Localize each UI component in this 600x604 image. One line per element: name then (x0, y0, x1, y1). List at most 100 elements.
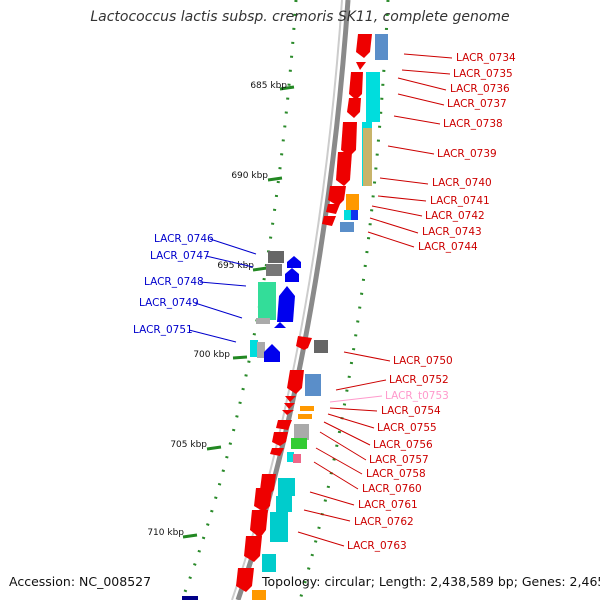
gene-label-lacr-0748[interactable]: LACR_0748 (144, 276, 204, 288)
gene-label-lacr-0761[interactable]: LACR_0761 (358, 499, 418, 511)
gene-block-blue[interactable] (340, 222, 354, 232)
gene-label-lacr-0743[interactable]: LACR_0743 (422, 226, 482, 238)
ruler-label: 700 kbp (193, 350, 230, 360)
gene-arrow-red[interactable] (336, 152, 352, 186)
ruler-tick (182, 533, 198, 539)
ruler-tick (252, 266, 268, 272)
gene-arrow-blue[interactable] (274, 322, 286, 328)
gene-block-cyan[interactable] (278, 478, 295, 496)
genome-title: Lactococcus lactis subsp. cremoris SK11,… (90, 9, 510, 25)
leader-line (188, 329, 237, 343)
gene-block-cyan[interactable] (344, 210, 352, 220)
gene-label-lacr-0750[interactable]: LACR_0750 (393, 355, 453, 367)
gene-arrow-red[interactable] (347, 98, 361, 118)
gene-block-cyan[interactable] (262, 554, 276, 572)
gene-label-lacr-0757[interactable]: LACR_0757 (369, 454, 429, 466)
gene-block-gray[interactable] (268, 251, 284, 263)
gene-arrow-red[interactable] (296, 336, 312, 350)
gene-arrow-red[interactable] (270, 448, 284, 456)
gene-label-lacr-0754[interactable]: LACR_0754 (381, 405, 441, 417)
gene-arrow-blue[interactable] (287, 256, 301, 268)
gene-arrow-red[interactable] (250, 510, 268, 538)
gene-block-cyan[interactable] (276, 496, 292, 512)
gene-label-lacr-0736[interactable]: LACR_0736 (450, 83, 510, 95)
gene-arrow-red[interactable] (284, 403, 295, 409)
gene-block-blue[interactable] (305, 374, 321, 396)
gene-label-lacr-0751[interactable]: LACR_0751 (133, 324, 193, 336)
gene-label-lacr-0749[interactable]: LACR_0749 (139, 297, 199, 309)
gene-block-gray[interactable] (257, 342, 265, 358)
gene-block-orange[interactable] (252, 590, 266, 600)
gene-label-lacr-0763[interactable]: LACR_0763 (347, 540, 407, 552)
gene-label-lacr-0755[interactable]: LACR_0755 (377, 422, 437, 434)
gene-label-lacr-0762[interactable]: LACR_0762 (354, 516, 414, 528)
gene-block-cyan[interactable] (366, 72, 380, 122)
gene-arrow-red[interactable] (244, 536, 262, 562)
ruler-label: 690 kbp (231, 171, 268, 181)
gene-label-lacr-0739[interactable]: LACR_0739 (437, 148, 497, 160)
gene-block-pink[interactable] (293, 454, 301, 463)
gene-block-blue[interactable] (375, 34, 388, 60)
gene-label-lacr-t0753[interactable]: LACR_t0753 (385, 390, 449, 402)
gene-label-lacr-0735[interactable]: LACR_0735 (453, 68, 513, 80)
gene-arrow-red[interactable] (287, 370, 304, 394)
gene-arrow-red[interactable] (322, 216, 336, 226)
gene-block-orange[interactable] (298, 414, 312, 419)
gene-label-lacr-0758[interactable]: LACR_0758 (366, 468, 426, 480)
gene-block-gray[interactable] (256, 318, 270, 324)
gene-arrow-red[interactable] (285, 396, 296, 402)
gene-block-navy[interactable] (182, 596, 198, 600)
gene-arrow-blue[interactable] (285, 268, 299, 282)
outer-dotted-track (298, 0, 390, 601)
leader-line (309, 491, 355, 506)
leader-line (377, 195, 427, 202)
gene-block-orange[interactable] (346, 194, 359, 210)
gene-arrow-blue[interactable] (264, 344, 280, 362)
gene-arrow-red[interactable] (356, 62, 366, 70)
gene-arrow-red[interactable] (349, 72, 363, 100)
gene-arrow-red[interactable] (356, 34, 372, 58)
gene-block-blue[interactable] (351, 210, 358, 220)
gene-label-lacr-0734[interactable]: LACR_0734 (456, 52, 516, 64)
gene-block-gray[interactable] (314, 340, 328, 353)
gene-block-cyan[interactable] (270, 512, 288, 542)
gene-arrow-red[interactable] (254, 488, 272, 512)
gene-label-lacr-0740[interactable]: LACR_0740 (432, 177, 492, 189)
gene-block-tan[interactable] (363, 128, 372, 186)
gene-arrow-red[interactable] (341, 122, 357, 156)
gene-label-lacr-0756[interactable]: LACR_0756 (373, 439, 433, 451)
gene-label-lacr-0760[interactable]: LACR_0760 (362, 483, 422, 495)
leader-line (379, 177, 429, 185)
gene-arrow-red[interactable] (282, 410, 294, 415)
leader-line (403, 53, 453, 59)
gene-label-lacr-0741[interactable]: LACR_0741 (430, 195, 490, 207)
gene-block-gray[interactable] (294, 424, 309, 440)
gene-block-green[interactable] (258, 282, 276, 320)
gene-block-orange[interactable] (300, 406, 314, 411)
gene-label-lacr-0742[interactable]: LACR_0742 (425, 210, 485, 222)
gene-arrow-blue[interactable] (277, 286, 295, 322)
ruler-label: 710 kbp (147, 528, 184, 538)
gene-arrow-red[interactable] (328, 186, 346, 206)
gene-label-lacr-0746[interactable]: LACR_0746 (154, 233, 214, 245)
leader-line (343, 351, 391, 362)
gene-arrow-red[interactable] (236, 568, 254, 592)
leader-line (194, 302, 243, 319)
gene-arrow-red[interactable] (326, 204, 340, 214)
gene-label-lacr-0738[interactable]: LACR_0738 (443, 118, 503, 130)
gene-label-lacr-0744[interactable]: LACR_0744 (418, 241, 478, 253)
ruler-tick (232, 355, 248, 360)
leader-line (371, 205, 423, 217)
gene-label-lacr-0737[interactable]: LACR_0737 (447, 98, 507, 110)
leader-line (335, 379, 387, 391)
gene-label-lacr-0752[interactable]: LACR_0752 (389, 374, 449, 386)
leader-line (369, 217, 419, 234)
gene-block-green[interactable] (291, 438, 307, 449)
gene-arrow-red[interactable] (272, 432, 288, 446)
gene-block-cyan[interactable] (250, 340, 258, 357)
gene-block-cyan[interactable] (287, 452, 294, 462)
gene-block-gray[interactable] (266, 264, 282, 276)
gene-arrow-red[interactable] (276, 420, 292, 430)
ruler-tick (267, 176, 283, 182)
gene-label-lacr-0747[interactable]: LACR_0747 (150, 250, 210, 262)
